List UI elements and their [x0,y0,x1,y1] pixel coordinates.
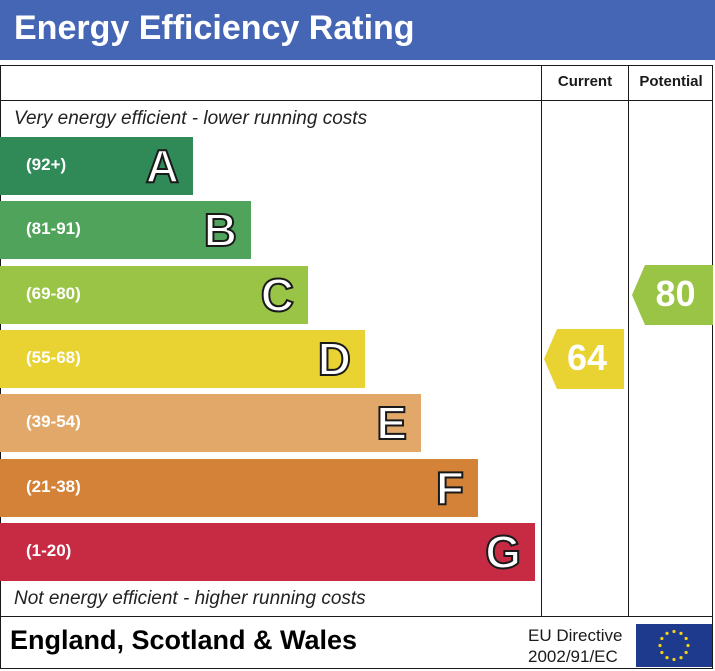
current-column-header: Current [557,73,613,90]
directive-line-1: EU Directive [528,626,623,645]
chart-title: Energy Efficiency Rating [14,9,415,47]
band-range-label: (1-20) [26,540,72,560]
top-caption: Very energy efficient - lower running co… [14,108,368,129]
potential-marker-shape [632,264,713,325]
bottom-caption: Not energy efficient - higher running co… [14,588,366,609]
eu-flag-icon [636,624,712,667]
eu-star-icon [672,657,676,662]
directive-line-2: 2002/91/EC [528,647,618,666]
eu-star-icon [665,656,669,660]
band-a: (92+) A [0,137,193,195]
eu-star-icon [665,631,669,635]
eu-star-icon [672,629,676,634]
current-column-divider [541,65,542,616]
band-g: (1-20) G [0,522,535,581]
band-b: (81-91) B [0,201,251,260]
band-letter-label: E [375,397,408,450]
eu-star-icon [660,650,664,655]
potential-column-header: Potential [639,73,703,90]
eu-star-icon [684,636,688,641]
band-letter-label: D [317,332,352,385]
header-bar: Energy Efficiency Rating [0,0,715,60]
band-range-label: (39-54) [26,412,81,432]
eu-star-icon [686,643,690,648]
eu-star-icon [679,631,683,635]
current-marker-arrow [544,328,624,389]
header-divider [0,100,713,101]
band-range-label: (69-80) [26,283,81,303]
band-f: (21-38) F [0,458,478,517]
band-d: (55-68) D [0,329,365,388]
eu-star-icon [679,656,683,660]
eu-flag-stars [658,629,690,662]
footer-divider [0,616,713,617]
band-letter-label: G [484,525,522,578]
current-marker-shape [544,328,624,389]
band-e: (39-54) E [0,394,421,453]
potential-column-divider [628,65,629,616]
current-rating-value: 64 [566,336,608,378]
band-c: (69-80) C [0,265,308,324]
band-letter-label: B [203,204,238,257]
region-label: England, Scotland & Wales [10,625,358,655]
band-letter-label: F [435,461,465,514]
potential-marker-arrow [632,264,713,325]
potential-rating-value: 80 [655,272,696,314]
band-letter-label: C [260,268,295,321]
potential-rating-marker: 80 [632,264,713,325]
eu-star-icon [658,643,662,648]
band-letter-label: A [145,140,180,192]
band-range-label: (55-68) [26,347,81,367]
eu-star-icon [660,636,664,641]
eu-star-icon [684,650,688,655]
current-rating-marker: 64 [544,328,624,389]
band-range-label: (21-38) [26,476,81,496]
band-range-label: (81-91) [26,219,81,239]
band-range-label: (92+) [26,155,67,174]
